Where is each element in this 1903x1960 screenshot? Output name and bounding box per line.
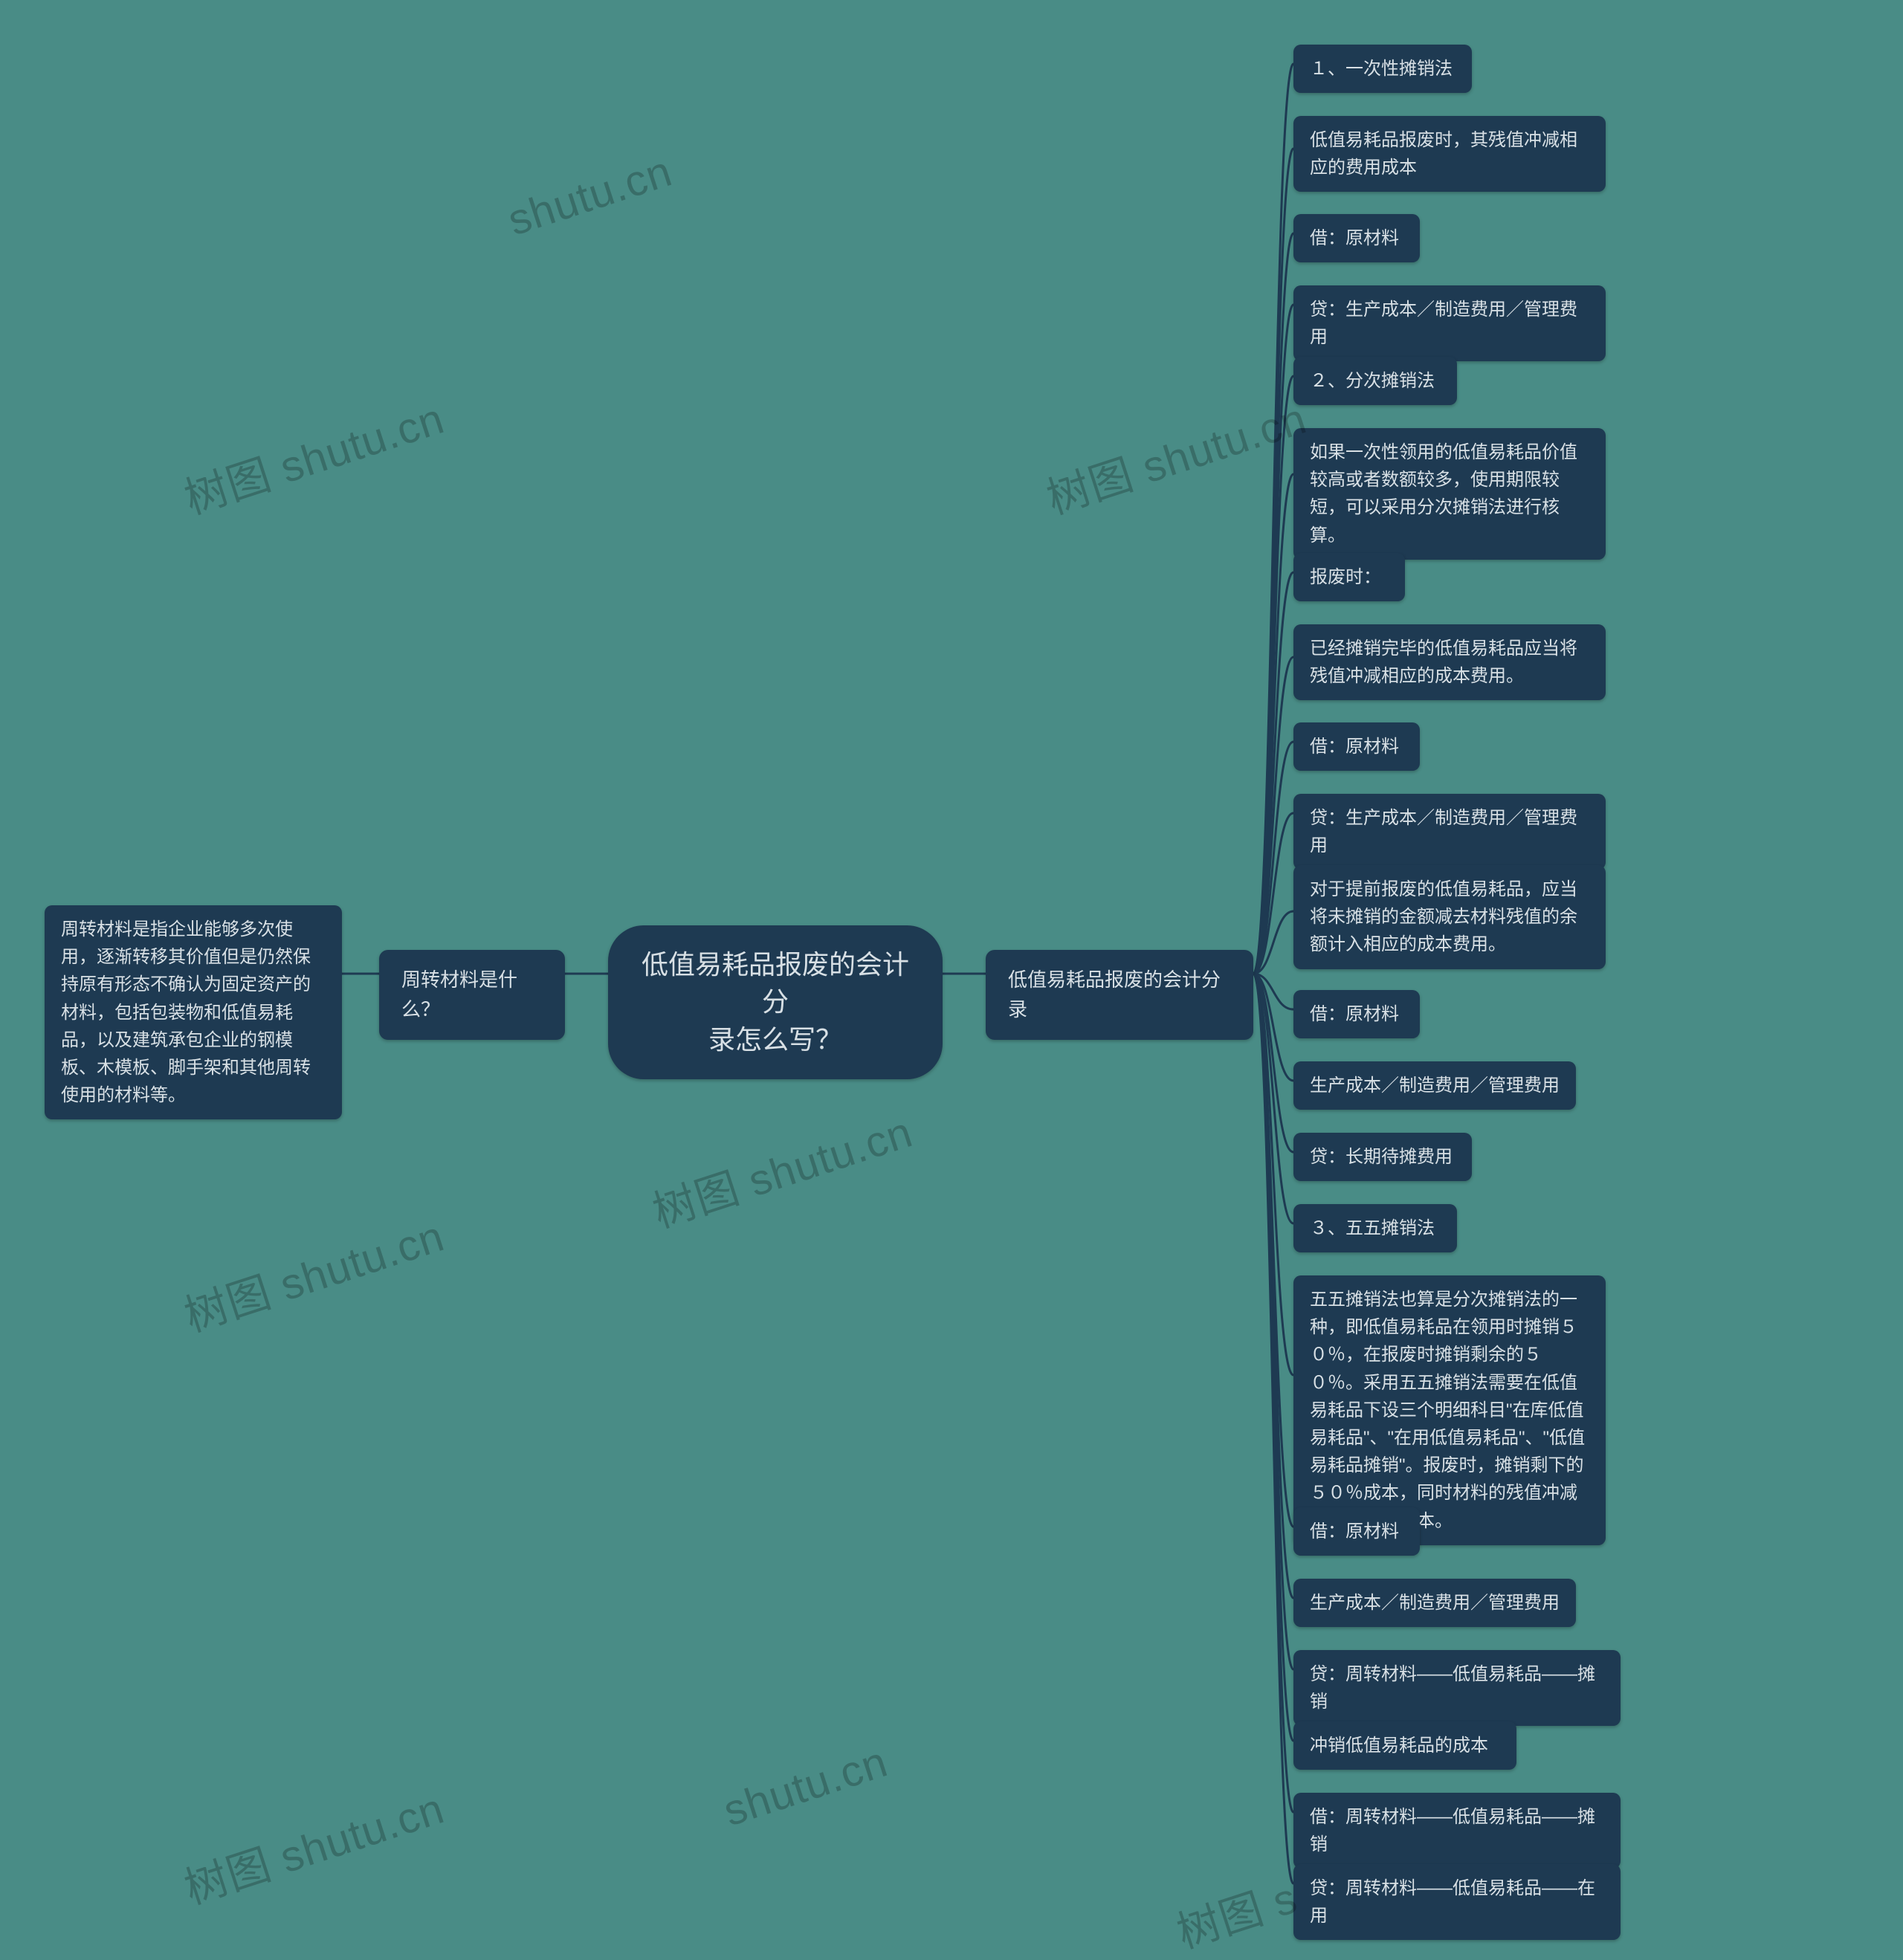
right-sub-node: 低值易耗品报废的会计分录 <box>986 950 1253 1040</box>
right-leaf-4: ２、分次摊销法 <box>1293 357 1457 405</box>
watermark-6: shutu.cn <box>717 1737 894 1837</box>
left-leaf-node: 周转材料是指企业能够多次使用，逐渐转移其价值但是仍然保持原有形态不确认为固定资产… <box>45 905 342 1119</box>
right-leaf-7: 已经摊销完毕的低值易耗品应当将残值冲减相应的成本费用。 <box>1293 624 1606 700</box>
watermark-3: 树图 shutu.cn <box>175 1201 451 1344</box>
watermark-2: 树图 shutu.cn <box>1038 384 1314 526</box>
right-leaf-20: 借：周转材料——低值易耗品——摊销 <box>1293 1793 1621 1869</box>
right-leaf-1: 低值易耗品报废时，其残值冲减相应的费用成本 <box>1293 116 1606 192</box>
right-leaf-10: 对于提前报废的低值易耗品，应当将未摊销的金额减去材料残值的余额计入相应的成本费用… <box>1293 865 1606 969</box>
right-leaf-11: 借：原材料 <box>1293 990 1420 1038</box>
watermark-1: shutu.cn <box>502 146 678 246</box>
right-leaf-17: 生产成本／制造费用／管理费用 <box>1293 1579 1576 1627</box>
right-leaf-6: 报废时： <box>1293 553 1405 601</box>
right-leaf-14: ３、五五摊销法 <box>1293 1204 1457 1252</box>
watermark-5: 树图 shutu.cn <box>175 1773 451 1916</box>
right-leaf-12: 生产成本／制造费用／管理费用 <box>1293 1061 1576 1110</box>
right-leaf-0: １、一次性摊销法 <box>1293 45 1472 93</box>
right-leaf-3: 贷：生产成本／制造费用／管理费用 <box>1293 285 1606 361</box>
right-leaf-9: 贷：生产成本／制造费用／管理费用 <box>1293 794 1606 870</box>
right-leaf-16: 借：原材料 <box>1293 1507 1420 1556</box>
right-leaf-15: 五五摊销法也算是分次摊销法的一种，即低值易耗品在领用时摊销５０％，在报废时摊销剩… <box>1293 1275 1606 1545</box>
left-sub-node: 周转材料是什么？ <box>379 950 565 1040</box>
watermark-4: 树图 shutu.cn <box>644 1097 920 1240</box>
right-leaf-5: 如果一次性领用的低值易耗品价值较高或者数额较多，使用期限较短，可以采用分次摊销法… <box>1293 428 1606 560</box>
right-leaf-8: 借：原材料 <box>1293 722 1420 771</box>
right-leaf-19: 冲销低值易耗品的成本 <box>1293 1721 1516 1770</box>
watermark-7: 树图 s <box>1168 1863 1304 1960</box>
right-leaf-2: 借：原材料 <box>1293 214 1420 262</box>
right-leaf-18: 贷：周转材料——低值易耗品——摊销 <box>1293 1650 1621 1726</box>
watermark-0: 树图 shutu.cn <box>175 384 451 526</box>
right-leaf-13: 贷：长期待摊费用 <box>1293 1133 1472 1181</box>
root-node: 低值易耗品报废的会计分 录怎么写？ <box>608 925 943 1079</box>
right-leaf-21: 贷：周转材料——低值易耗品——在用 <box>1293 1864 1621 1940</box>
